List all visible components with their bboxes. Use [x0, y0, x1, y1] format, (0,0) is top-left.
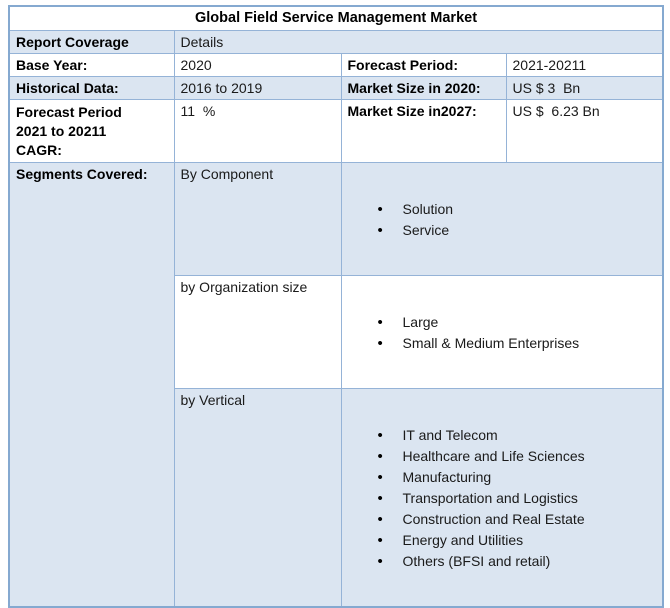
forecast-cagr-value: 11 %: [173, 98, 342, 163]
segments-covered-label: Segments Covered:: [8, 161, 175, 607]
segment-item: Solution: [378, 199, 657, 220]
base-year-row: Base Year: 2020 Forecast Period: 2021-20…: [8, 52, 664, 77]
segment-organization-row: by Organization size LargeSmall & Medium…: [9, 274, 664, 389]
component-items-list: SolutionService: [348, 199, 657, 241]
report-coverage-label: Report Coverage: [8, 29, 175, 54]
segment-item: Large: [378, 312, 657, 333]
segment-component-items-cell: SolutionService: [340, 161, 664, 276]
segment-item: Service: [378, 220, 657, 241]
base-year-label: Base Year:: [8, 52, 175, 77]
forecast-period-value: 2021-20211: [505, 52, 664, 77]
segment-item: Healthcare and Life Sciences: [378, 446, 657, 467]
report-coverage-row: Report Coverage Details: [8, 29, 664, 54]
segment-item: IT and Telecom: [378, 425, 657, 446]
segment-item: Energy and Utilities: [378, 530, 657, 551]
segment-item: Manufacturing: [378, 467, 657, 488]
vertical-items-list: IT and TelecomHealthcare and Life Scienc…: [348, 425, 657, 572]
segment-item: Transportation and Logistics: [378, 488, 657, 509]
page-title: Global Field Service Management Market: [8, 5, 664, 31]
segment-vertical-name: by Vertical: [173, 387, 342, 607]
base-year-value: 2020: [173, 52, 342, 77]
historical-data-label: Historical Data:: [8, 75, 175, 100]
segment-vertical-items-cell: IT and TelecomHealthcare and Life Scienc…: [340, 387, 664, 607]
report-coverage-value: Details: [173, 29, 664, 54]
market-report-table: Global Field Service Management Market R…: [8, 5, 665, 608]
segment-organization-items-cell: LargeSmall & Medium Enterprises: [340, 274, 664, 389]
forecast-period-label: Forecast Period:: [340, 52, 507, 77]
forecast-cagr-row: Forecast Period 2021 to 20211 CAGR: 11 %…: [8, 98, 664, 163]
market-size-2027-label: Market Size in2027:: [340, 98, 507, 163]
historical-data-row: Historical Data: 2016 to 2019 Market Siz…: [8, 75, 664, 100]
organization-items-list: LargeSmall & Medium Enterprises: [348, 312, 657, 354]
market-size-2027-value: US $ 6.23 Bn: [505, 98, 664, 163]
historical-data-value: 2016 to 2019: [173, 75, 342, 100]
market-size-2020-label: Market Size in 2020:: [340, 75, 507, 100]
forecast-cagr-label: Forecast Period 2021 to 20211 CAGR:: [8, 98, 175, 163]
market-size-2020-value: US $ 3 Bn: [505, 75, 664, 100]
segment-item: Construction and Real Estate: [378, 509, 657, 530]
segment-component-name: By Component: [173, 161, 342, 276]
segment-item: Small & Medium Enterprises: [378, 333, 657, 354]
title-row: Global Field Service Management Market: [8, 5, 664, 31]
segment-organization-name: by Organization size: [173, 274, 342, 389]
segment-item: Others (BFSI and retail): [378, 551, 657, 572]
segment-component-row: Segments Covered: By Component SolutionS…: [8, 161, 664, 607]
